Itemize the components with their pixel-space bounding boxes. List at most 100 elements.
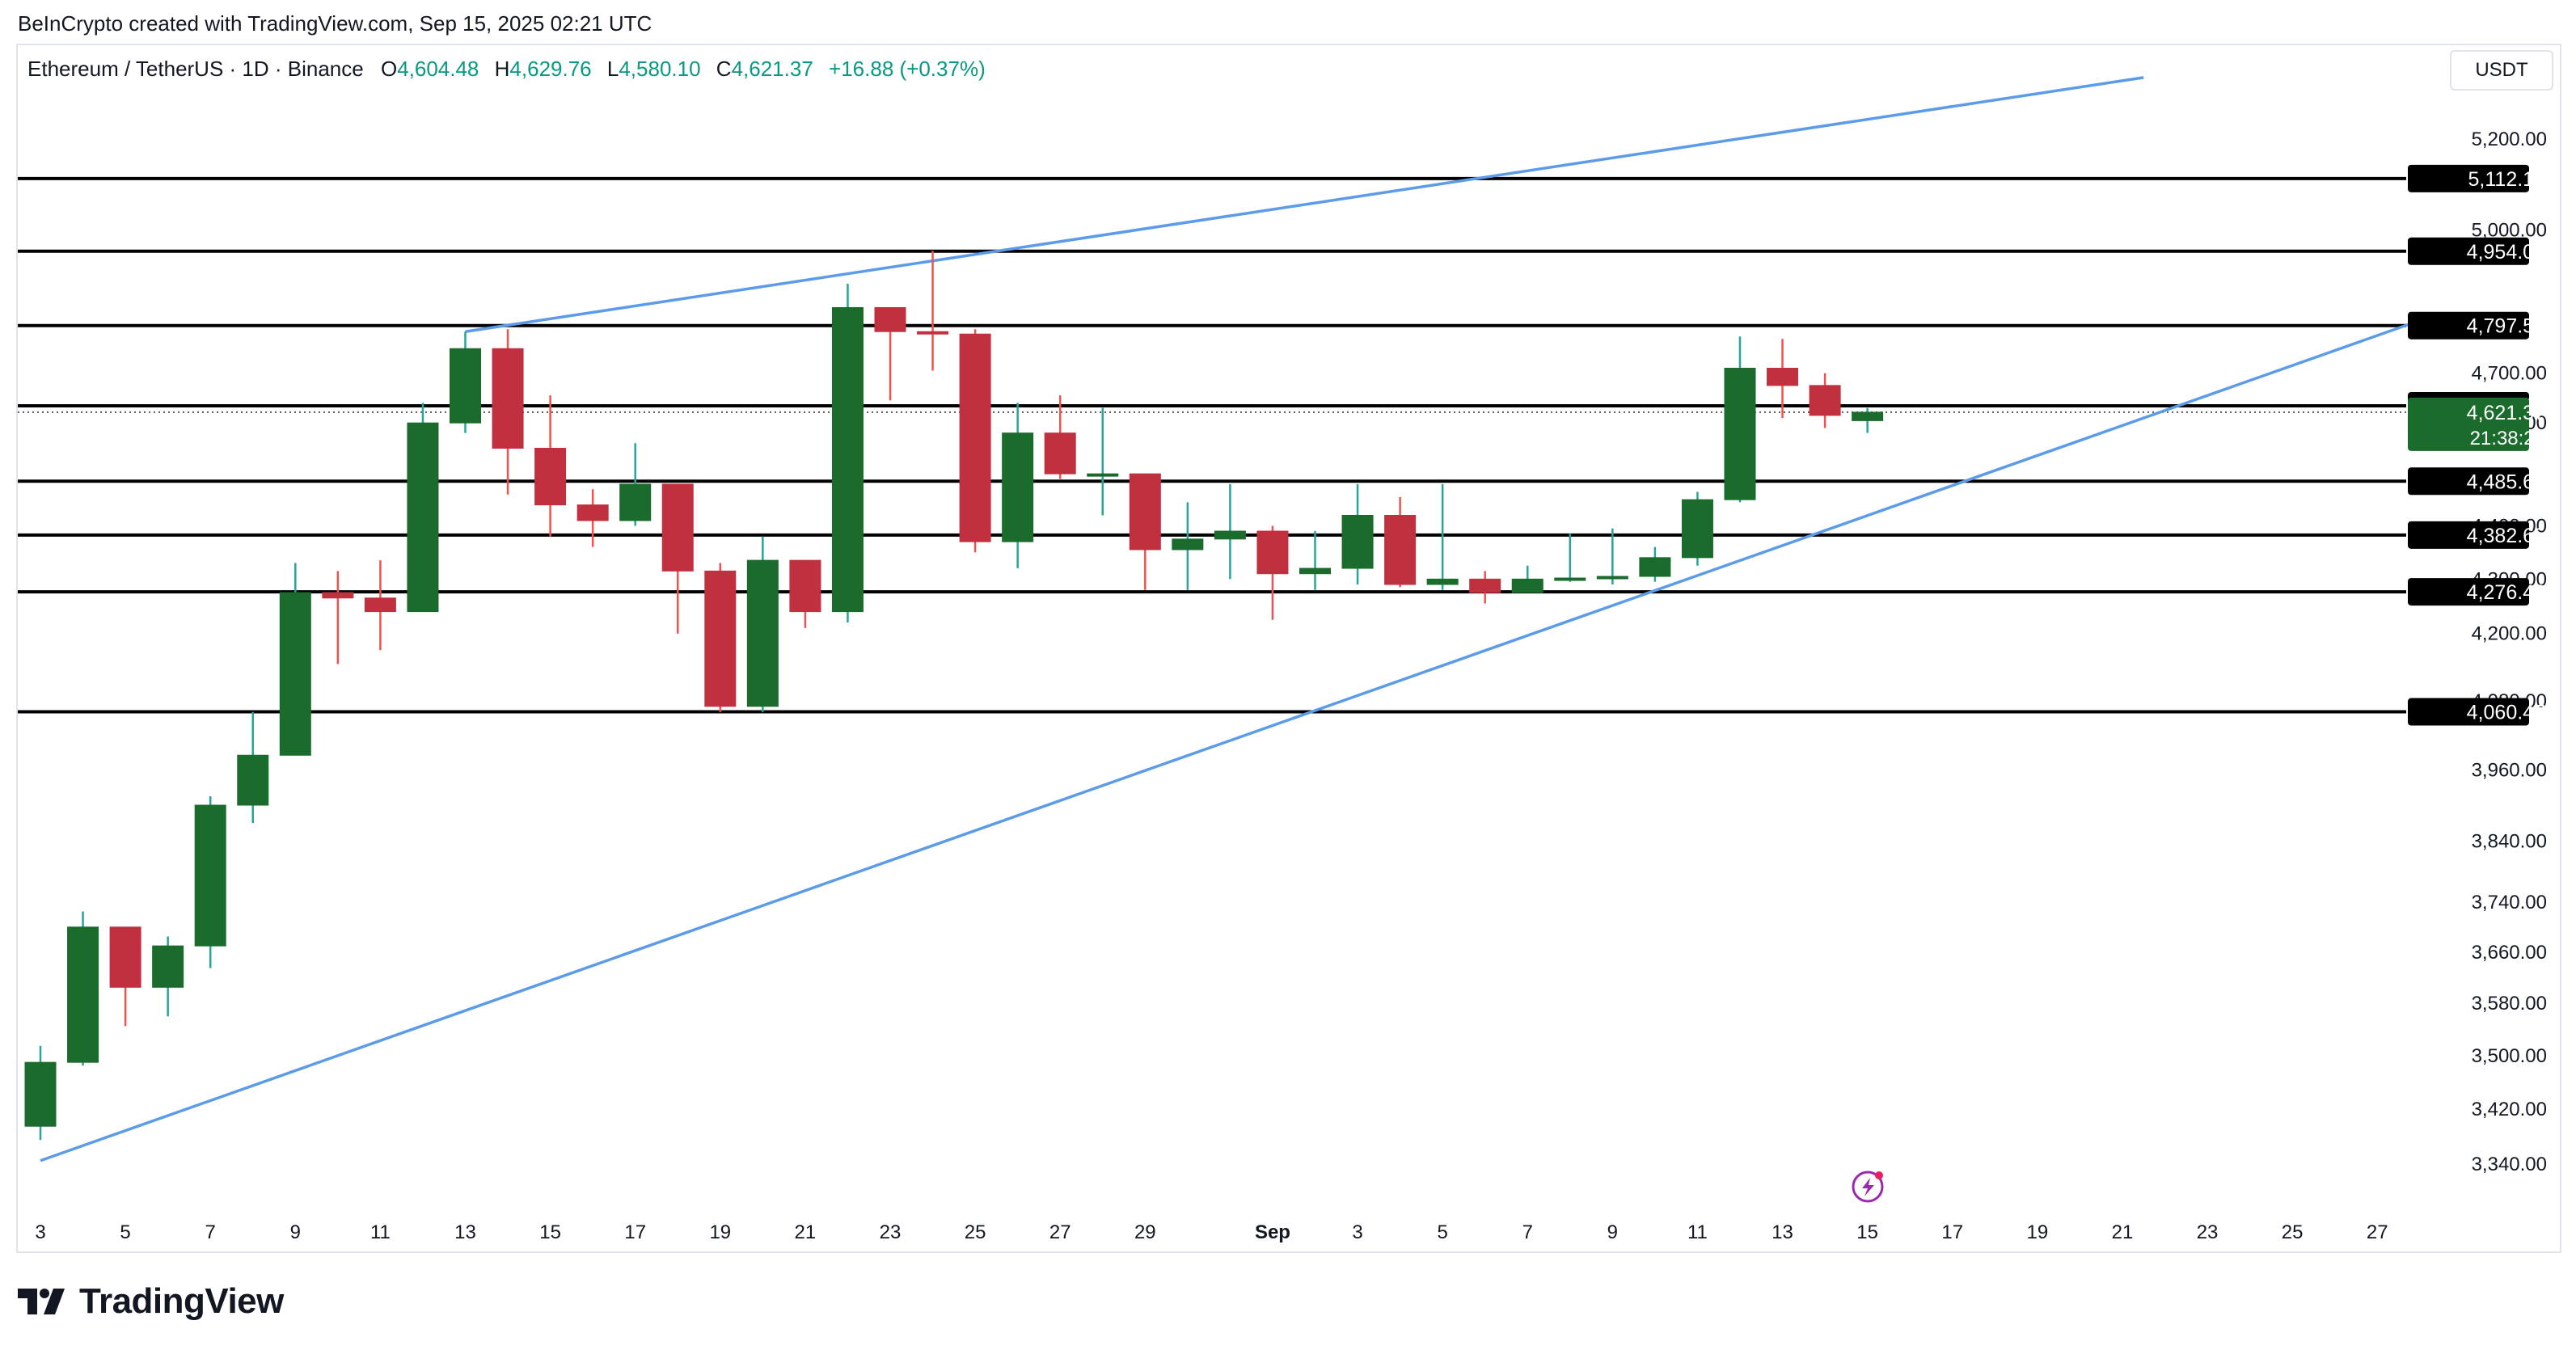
candle-body[interactable] [1299, 567, 1331, 575]
candle-body[interactable] [704, 570, 737, 707]
symbol-legend: Ethereum / TetherUS · 1D · Binance O4,60… [27, 57, 986, 82]
candle-body[interactable] [450, 348, 481, 424]
level-price-badge [2408, 164, 2529, 192]
candle-body[interactable] [1511, 578, 1543, 593]
x-tick-label: 7 [205, 1221, 216, 1243]
candle-body[interactable] [1724, 367, 1756, 500]
candle-body[interactable] [831, 306, 864, 613]
level-price-badge [2408, 521, 2529, 549]
y-tick-label: 3,340.00 [2472, 1154, 2547, 1175]
candle-body[interactable] [67, 926, 99, 1063]
candle-body[interactable] [1426, 578, 1459, 585]
last-price-badge [2408, 397, 2529, 451]
x-tick-label: Sep [1255, 1221, 1290, 1243]
candle-body[interactable] [1681, 499, 1713, 559]
level-price-label: 4,276.42 [2467, 581, 2545, 604]
legend-open-label: O [380, 57, 398, 81]
candle-body[interactable] [1087, 473, 1119, 477]
candle-body[interactable] [576, 504, 609, 521]
candle-body[interactable] [1852, 411, 1884, 421]
y-tick-label: 3,500.00 [2472, 1045, 2547, 1067]
x-tick-label: 19 [2026, 1221, 2048, 1243]
legend-symbol[interactable]: Ethereum / TetherUS · 1D · Binance [27, 57, 364, 81]
x-tick-label: 11 [370, 1221, 391, 1243]
candle-body[interactable] [109, 926, 141, 988]
y-tick-label: 3,660.00 [2472, 942, 2547, 964]
currency-selector[interactable]: USDT [2450, 50, 2553, 91]
candle-body[interactable] [661, 483, 694, 572]
legend-high-value: 4,629.76 [509, 57, 592, 81]
last-price-label: 4,621.37 [2467, 402, 2545, 424]
candle-body[interactable] [237, 754, 269, 806]
tradingview-logo-icon [18, 1289, 65, 1314]
x-tick-label: 5 [120, 1221, 130, 1243]
x-tick-label: 9 [1607, 1221, 1618, 1243]
candle-body[interactable] [1596, 576, 1628, 580]
trendline-upper[interactable] [465, 76, 2144, 333]
tradingview-wordmark: TradingView [79, 1281, 284, 1321]
x-tick-label: 17 [1941, 1221, 1963, 1243]
candle-body[interactable] [24, 1061, 57, 1127]
candle-body[interactable] [1469, 578, 1501, 593]
x-tick-label: 11 [1687, 1221, 1708, 1243]
candle-body[interactable] [959, 333, 991, 542]
trendline-lower[interactable] [40, 298, 2484, 1162]
x-tick-label: 15 [1856, 1221, 1878, 1243]
y-tick-label: 3,740.00 [2472, 892, 2547, 913]
candle-body[interactable] [279, 592, 311, 756]
level-price-badge [2408, 578, 2529, 606]
x-tick-label: 15 [539, 1221, 561, 1243]
candle-body[interactable] [1384, 515, 1417, 585]
level-price-label: 4,060.47 [2467, 702, 2545, 724]
level-price-label: 4,485.63 [2467, 470, 2545, 493]
candle-body[interactable] [874, 306, 906, 332]
level-price-badge [2408, 311, 2529, 340]
level-price-label: 4,797.56 [2467, 315, 2545, 338]
x-tick-label: 19 [709, 1221, 731, 1243]
candle-body[interactable] [364, 597, 396, 613]
candle-body[interactable] [407, 422, 439, 613]
candle-body[interactable] [1129, 473, 1161, 551]
x-tick-label: 23 [880, 1221, 902, 1243]
candle-body[interactable] [746, 559, 779, 707]
x-tick-label: 3 [1352, 1221, 1362, 1243]
level-price-label: 5,112.13 [2468, 168, 2545, 191]
y-tick-label: 5,200.00 [2472, 129, 2547, 150]
legend-change-value: +16.88 (+0.37%) [829, 57, 986, 81]
candle-body[interactable] [1554, 577, 1586, 581]
candle-body[interactable] [1044, 432, 1076, 475]
y-tick-label: 3,840.00 [2472, 830, 2547, 852]
candle-body[interactable] [1767, 367, 1799, 386]
candle-body[interactable] [1639, 557, 1671, 577]
chart-credit: BeInCrypto created with TradingView.com,… [18, 11, 652, 36]
tradingview-brand[interactable]: TradingView [18, 1281, 284, 1322]
candle-body[interactable] [152, 945, 184, 988]
candle-body[interactable] [534, 447, 567, 506]
candle-body[interactable] [1214, 530, 1246, 540]
candle-body[interactable] [1172, 538, 1204, 551]
x-tick-label: 3 [35, 1221, 45, 1243]
x-tick-label: 21 [795, 1221, 817, 1243]
legend-close-label: C [716, 57, 732, 81]
chart-frame [16, 44, 2561, 1253]
level-price-label: 4,954.06 [2467, 241, 2545, 264]
candle-body[interactable] [194, 804, 226, 947]
candle-body[interactable] [789, 559, 821, 613]
candle-body[interactable] [322, 592, 354, 599]
y-tick-label: 3,960.00 [2472, 759, 2547, 781]
x-tick-label: 29 [1134, 1221, 1156, 1243]
candle-body[interactable] [492, 348, 524, 449]
x-tick-label: 9 [290, 1221, 301, 1243]
candle-body[interactable] [1002, 432, 1034, 542]
candle-body[interactable] [1809, 385, 1841, 416]
candle-body[interactable] [917, 331, 949, 335]
candle-body[interactable] [619, 483, 652, 521]
candle-body[interactable] [1256, 530, 1289, 575]
lightning-glyph-icon [1862, 1178, 1874, 1196]
level-price-label: 4,382.65 [2467, 525, 2545, 547]
bar-countdown-label: 21:38:23 [2470, 428, 2545, 449]
event-dot-icon [1875, 1171, 1883, 1179]
level-price-badge [2408, 698, 2529, 726]
candle-body[interactable] [1341, 515, 1374, 569]
